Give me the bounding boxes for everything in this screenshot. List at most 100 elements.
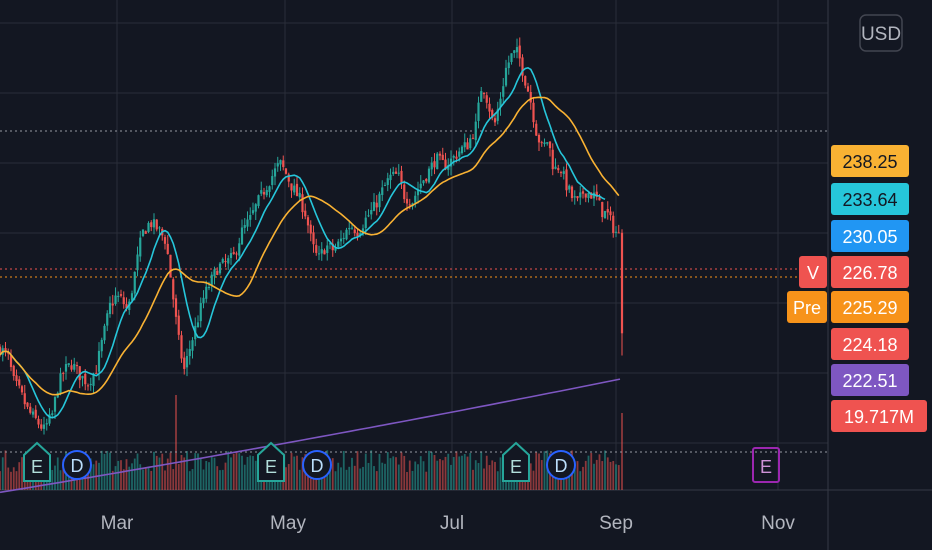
volume-bar-171 (469, 452, 472, 490)
candle-body-199 (546, 142, 549, 144)
candle-134 (367, 209, 370, 218)
price-tag-label-box-4 (787, 291, 827, 323)
candle-body-24 (64, 364, 68, 372)
candle-189 (518, 37, 521, 67)
volume-bar-66 (180, 454, 183, 490)
volume-bar-140 (384, 463, 386, 490)
candle-body-80 (218, 263, 222, 274)
volume-bar-161 (441, 460, 444, 490)
candle-body-156 (427, 168, 431, 183)
candle-130 (356, 229, 359, 241)
candle-body-76 (207, 287, 211, 289)
candle-87 (238, 237, 241, 262)
candle-22 (59, 367, 62, 396)
candle-body-162 (444, 159, 447, 170)
candle-147 (403, 180, 406, 203)
candle-body-115 (315, 245, 318, 253)
candle-131 (359, 230, 362, 238)
candle-206 (565, 163, 568, 197)
candle-28 (75, 361, 79, 375)
volume-bar-47 (128, 466, 131, 490)
candle-body-210 (576, 196, 579, 199)
volume-bar-61 (166, 458, 169, 490)
earnings-marker-frame (23, 441, 51, 482)
candle-49 (133, 271, 136, 301)
price-tag-1: 233.64 (831, 183, 909, 215)
candle-103 (282, 155, 285, 171)
candle-207 (568, 184, 571, 193)
price-tag-box-4 (831, 291, 909, 323)
price-tag-box-7 (831, 400, 927, 432)
volume-bar-90 (246, 456, 249, 490)
candle-body-190 (521, 57, 524, 76)
volume-bar-65 (177, 464, 180, 490)
volume-bar-123 (337, 462, 340, 490)
price-tag-4: 225.29 Pre (787, 291, 909, 323)
candle-body-174 (477, 102, 480, 121)
volume-bar-176 (483, 468, 485, 490)
candle-97 (265, 185, 268, 198)
candle-41 (111, 294, 114, 315)
candle-body-93 (254, 204, 257, 212)
price-tag-6: 222.51 (831, 364, 909, 396)
candle-53 (144, 230, 147, 234)
candle-222 (609, 206, 612, 221)
volume-bar-163 (447, 453, 450, 490)
candle-body-98 (268, 186, 271, 192)
candle-68 (185, 348, 189, 377)
candle-body-218 (598, 197, 601, 201)
candle-body-225 (617, 232, 620, 234)
candle-185 (507, 55, 510, 75)
volume-bar-165 (452, 456, 455, 490)
candle-83 (227, 255, 230, 270)
candle-215 (590, 192, 593, 199)
candle-body-100 (273, 168, 277, 177)
volume-bar-6 (15, 471, 18, 490)
volume-bar-37 (100, 450, 103, 490)
volume-bar-40 (109, 452, 111, 490)
candle-body-220 (603, 210, 607, 219)
dividend-marker-circle (62, 450, 92, 480)
volume-bar-170 (466, 456, 469, 490)
candle-123 (337, 238, 340, 250)
candle-body-142 (389, 174, 392, 181)
candle-141 (386, 172, 389, 192)
price-tag-value-3: 226.78 (842, 263, 897, 283)
candle-100 (273, 162, 277, 186)
x-tick-label-3: Sep (599, 513, 633, 534)
candle-body-152 (416, 189, 420, 196)
candle-body-212 (581, 191, 585, 194)
volume-bar-33 (89, 458, 92, 490)
volume-bar-78 (213, 457, 216, 490)
candle-194 (532, 97, 535, 128)
candle-body-133 (364, 217, 367, 229)
volume-bar-159 (436, 460, 439, 490)
volume-bar-80 (219, 470, 221, 490)
volume-bar-7 (18, 462, 21, 490)
candle-85 (232, 246, 235, 255)
volume-bar-167 (458, 456, 461, 490)
volume-bar-68 (186, 451, 188, 490)
candle-body-106 (290, 183, 293, 191)
volume-bar-19 (51, 469, 54, 490)
currency-button[interactable]: USD (859, 14, 903, 52)
moving-average-lines (0, 66, 621, 494)
earnings-marker-label: E (510, 457, 522, 477)
candle-body-55 (150, 222, 153, 228)
candle-33 (89, 377, 92, 391)
candle-body-51 (139, 237, 142, 257)
volume-bar-121 (331, 458, 334, 490)
volume-bar-196 (538, 453, 540, 490)
volume-bar-129 (353, 465, 356, 490)
volume-bar-144 (395, 457, 397, 490)
earnings-marker-frame (752, 447, 780, 483)
volume-bar-92 (252, 456, 254, 490)
volume-bar-43 (117, 460, 120, 490)
candle-body-16 (42, 424, 46, 429)
volume-bar-2 (4, 450, 7, 490)
candle-31 (84, 369, 87, 391)
candle-body-121 (331, 243, 334, 251)
candle-113 (309, 220, 312, 242)
volume-bar-93 (254, 460, 257, 490)
